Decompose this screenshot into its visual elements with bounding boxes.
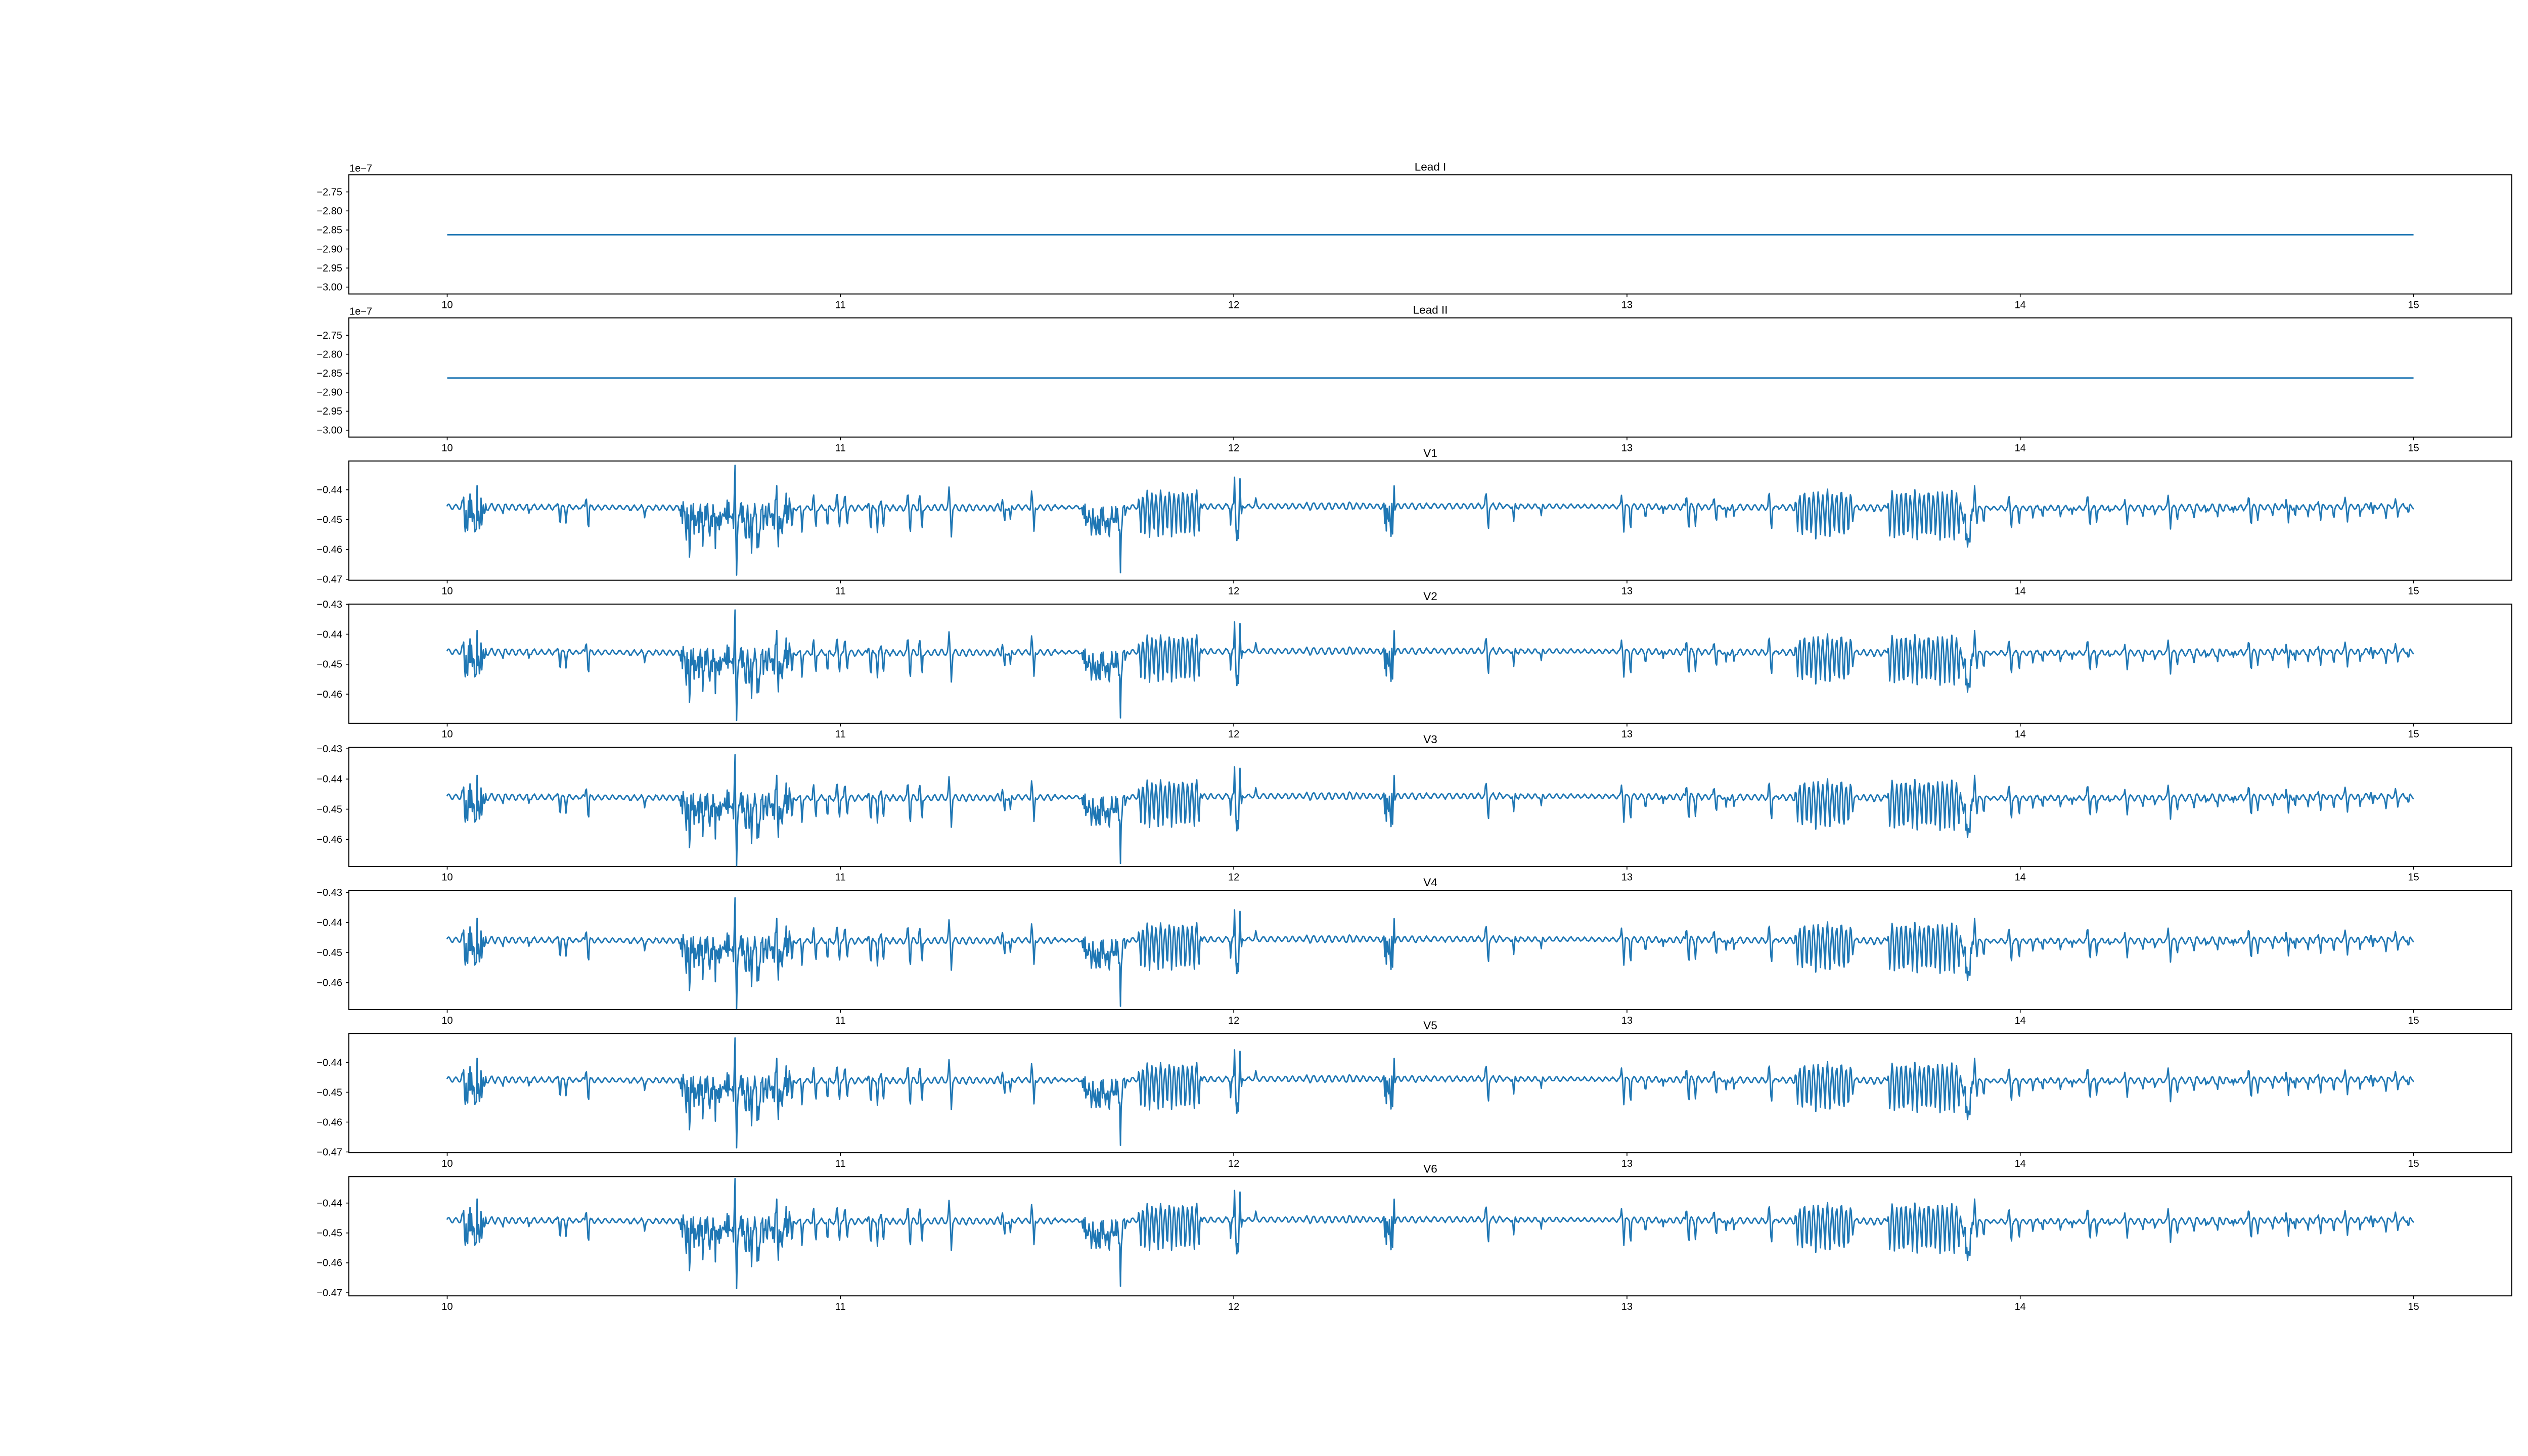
svg-text:13: 13 [1621,729,1633,740]
svg-text:−0.47: −0.47 [317,1288,342,1299]
svg-text:−0.43: −0.43 [317,599,342,610]
svg-text:−0.45: −0.45 [317,1087,342,1098]
svg-text:−2.75: −2.75 [317,330,342,341]
svg-text:15: 15 [2408,586,2419,597]
svg-text:13: 13 [1621,872,1633,883]
svg-text:−0.47: −0.47 [317,1147,342,1158]
svg-text:15: 15 [2408,442,2419,453]
svg-text:−0.45: −0.45 [317,515,342,526]
svg-text:10: 10 [441,299,453,310]
svg-text:−0.45: −0.45 [317,659,342,670]
svg-text:11: 11 [835,872,846,883]
svg-text:−0.46: −0.46 [317,1117,342,1128]
svg-text:−2.90: −2.90 [317,244,342,255]
svg-text:−0.46: −0.46 [317,978,342,989]
svg-text:12: 12 [1228,442,1239,453]
svg-text:V2: V2 [1423,590,1437,603]
svg-text:Lead II: Lead II [1413,304,1448,316]
svg-text:12: 12 [1228,299,1239,310]
svg-text:11: 11 [835,729,846,740]
svg-text:1e−7: 1e−7 [349,306,372,317]
svg-text:−0.45: −0.45 [317,1228,342,1239]
svg-text:−2.80: −2.80 [317,206,342,217]
svg-text:−2.75: −2.75 [317,187,342,198]
svg-text:10: 10 [441,442,453,453]
svg-text:−0.47: −0.47 [317,574,342,585]
svg-text:1e−7: 1e−7 [349,163,372,174]
svg-text:−3.00: −3.00 [317,425,342,436]
svg-text:14: 14 [2015,442,2026,453]
svg-text:15: 15 [2408,729,2419,740]
svg-text:11: 11 [835,586,846,597]
svg-text:V1: V1 [1423,447,1437,460]
svg-text:15: 15 [2408,1301,2419,1312]
svg-text:13: 13 [1621,299,1633,310]
svg-text:12: 12 [1228,1015,1239,1026]
svg-text:−2.95: −2.95 [317,406,342,417]
svg-text:13: 13 [1621,442,1633,453]
svg-text:−2.90: −2.90 [317,387,342,398]
svg-text:−0.46: −0.46 [317,689,342,700]
svg-text:V5: V5 [1423,1019,1437,1032]
svg-text:15: 15 [2408,1158,2419,1169]
svg-text:11: 11 [835,442,846,453]
svg-text:−2.85: −2.85 [317,225,342,236]
svg-text:15: 15 [2408,872,2419,883]
svg-text:12: 12 [1228,729,1239,740]
svg-text:12: 12 [1228,1301,1239,1312]
svg-text:10: 10 [441,729,453,740]
svg-text:10: 10 [441,1015,453,1026]
svg-text:−0.44: −0.44 [317,1198,342,1209]
svg-text:14: 14 [2015,1015,2026,1026]
svg-text:V3: V3 [1423,733,1437,746]
svg-text:−0.45: −0.45 [317,804,342,815]
svg-text:−0.44: −0.44 [317,774,342,785]
svg-text:−0.44: −0.44 [317,485,342,496]
svg-text:15: 15 [2408,299,2419,310]
svg-text:−2.95: −2.95 [317,263,342,274]
svg-text:13: 13 [1621,1015,1633,1026]
svg-text:10: 10 [441,586,453,597]
svg-text:−0.44: −0.44 [317,1057,342,1068]
svg-text:13: 13 [1621,1301,1633,1312]
svg-text:V4: V4 [1423,876,1437,889]
svg-text:14: 14 [2015,1158,2026,1169]
svg-text:11: 11 [835,1158,846,1169]
svg-text:−2.80: −2.80 [317,349,342,360]
svg-text:Lead I: Lead I [1415,161,1447,173]
svg-text:−0.44: −0.44 [317,629,342,640]
svg-text:−0.46: −0.46 [317,834,342,845]
svg-text:13: 13 [1621,1158,1633,1169]
svg-text:−0.45: −0.45 [317,947,342,959]
svg-text:11: 11 [835,1015,846,1026]
svg-text:10: 10 [441,1301,453,1312]
svg-text:14: 14 [2015,872,2026,883]
svg-text:14: 14 [2015,586,2026,597]
svg-text:−3.00: −3.00 [317,282,342,293]
svg-text:14: 14 [2015,729,2026,740]
svg-text:12: 12 [1228,586,1239,597]
svg-text:11: 11 [835,1301,846,1312]
svg-text:12: 12 [1228,872,1239,883]
svg-text:14: 14 [2015,1301,2026,1312]
svg-text:13: 13 [1621,586,1633,597]
svg-text:−0.44: −0.44 [317,918,342,929]
svg-text:15: 15 [2408,1015,2419,1026]
svg-text:12: 12 [1228,1158,1239,1169]
svg-text:−2.85: −2.85 [317,368,342,379]
svg-text:−0.43: −0.43 [317,887,342,898]
svg-text:−0.43: −0.43 [317,744,342,755]
svg-text:V6: V6 [1423,1162,1437,1175]
svg-text:14: 14 [2015,299,2026,310]
svg-text:11: 11 [835,299,846,310]
svg-text:10: 10 [441,872,453,883]
svg-text:10: 10 [441,1158,453,1169]
svg-text:−0.46: −0.46 [317,544,342,556]
svg-text:−0.46: −0.46 [317,1258,342,1269]
